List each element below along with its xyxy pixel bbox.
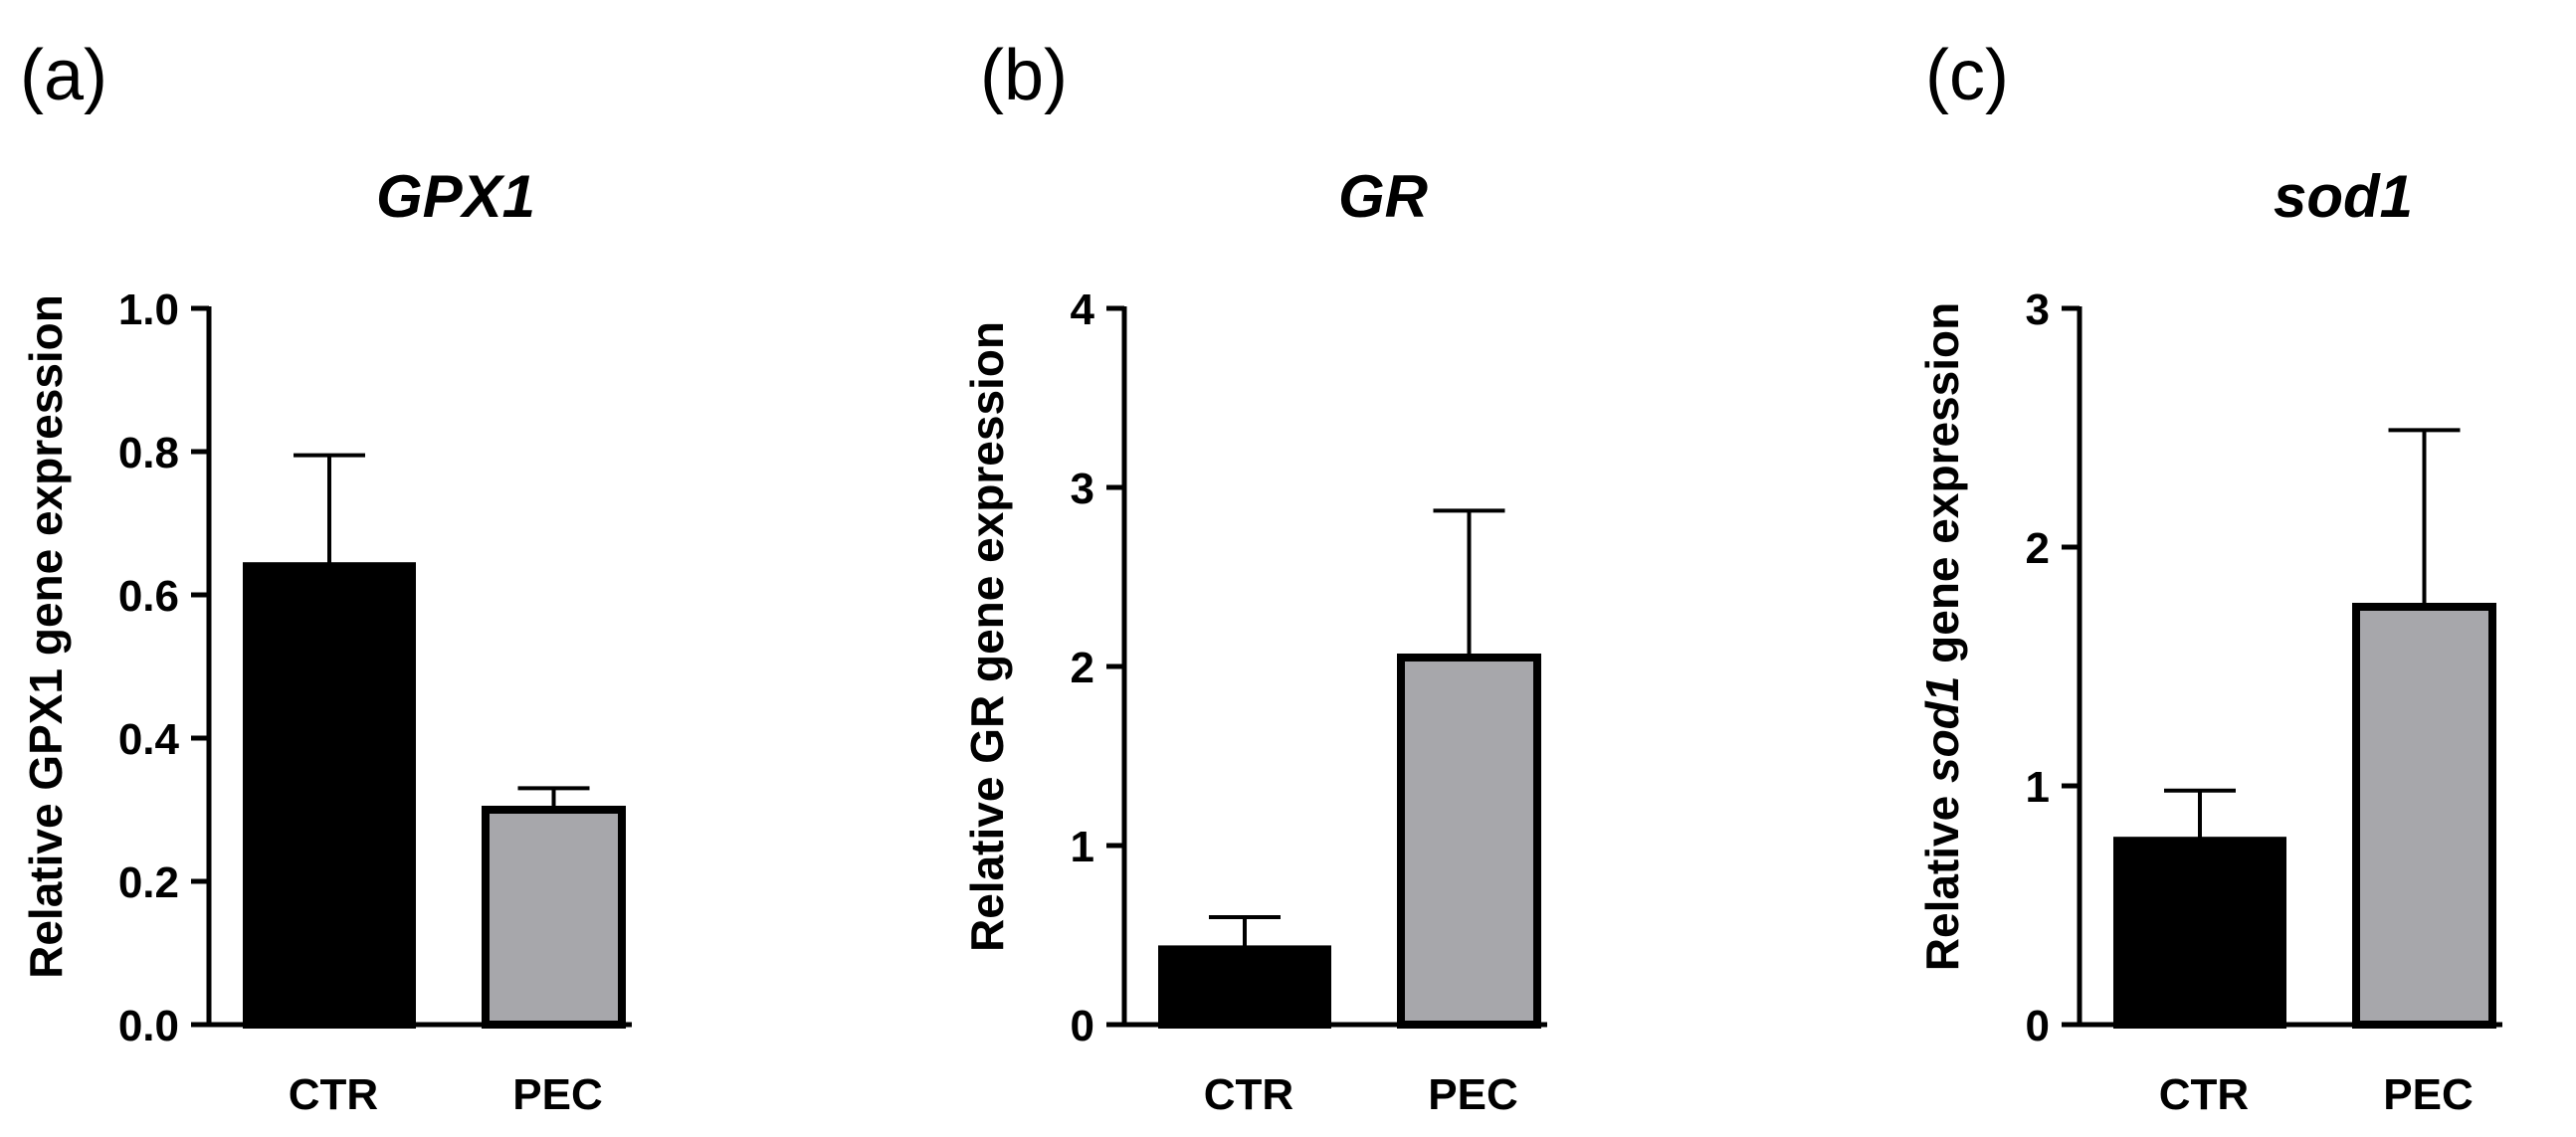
chart-title: sod1 (2274, 163, 2413, 230)
bar-pec (1397, 654, 1541, 1029)
y-tick-label: 1.0 (118, 285, 179, 334)
y-tick-label: 1 (1071, 823, 1094, 871)
y-axis-label-part: Relative GPX1 gene expression (20, 294, 72, 979)
y-tick-label: 3 (1071, 465, 1094, 513)
y-tick-label: 0.4 (118, 715, 180, 764)
x-tick-label: PEC (1428, 1070, 1517, 1119)
y-tick-label: 2 (1071, 644, 1094, 692)
x-tick-label: CTR (1204, 1070, 1293, 1119)
x-tick-label: PEC (2383, 1070, 2473, 1119)
y-axis-label: Relative GR gene expression (961, 321, 1013, 952)
x-tick-label: PEC (512, 1070, 602, 1119)
y-tick-label: 0.8 (118, 429, 179, 477)
panel-label: (a) (20, 36, 107, 115)
y-tick-label: 0 (1071, 1002, 1094, 1050)
y-axis-label-part: sod1 (1916, 676, 1968, 783)
panel-label: (c) (1925, 36, 2009, 115)
panel-b: (b) GR Relative GR gene expression CTR PEC 0 1… (961, 36, 1547, 1119)
panel-label: (b) (980, 36, 1068, 115)
bar-pec (2352, 603, 2496, 1029)
y-axis-label: Relative sod1 gene expression (1916, 302, 1968, 971)
y-tick-label: 3 (2026, 285, 2050, 334)
chart-title: GPX1 (376, 163, 535, 230)
y-axis-label-part: gene expression (1916, 302, 1968, 676)
bar-pec (482, 806, 626, 1029)
bar-ctr (1158, 945, 1331, 1030)
y-tick-label: 0.0 (118, 1002, 179, 1050)
panel-a: (a) GPX1 Relative GPX1 gene expression CTR P… (20, 36, 632, 1119)
y-tick-label: 2 (2026, 524, 2050, 573)
y-tick-label: 1 (2026, 763, 2050, 812)
y-tick-label: 0.2 (118, 858, 179, 907)
y-axis-label-part: Relative GR gene expression (961, 321, 1013, 952)
bar-ctr (243, 562, 416, 1029)
chart-title: GR (1338, 163, 1428, 230)
y-axis-label-part: Relative (1916, 783, 1968, 971)
x-tick-label: CTR (289, 1070, 378, 1119)
y-axis-label: Relative GPX1 gene expression (20, 294, 72, 979)
x-tick-label: CTR (2159, 1070, 2249, 1119)
y-tick-label: 0 (2026, 1002, 2050, 1050)
bar-ctr (2113, 837, 2286, 1030)
y-tick-label: 0.6 (118, 572, 179, 621)
y-tick-label: 4 (1071, 285, 1095, 334)
